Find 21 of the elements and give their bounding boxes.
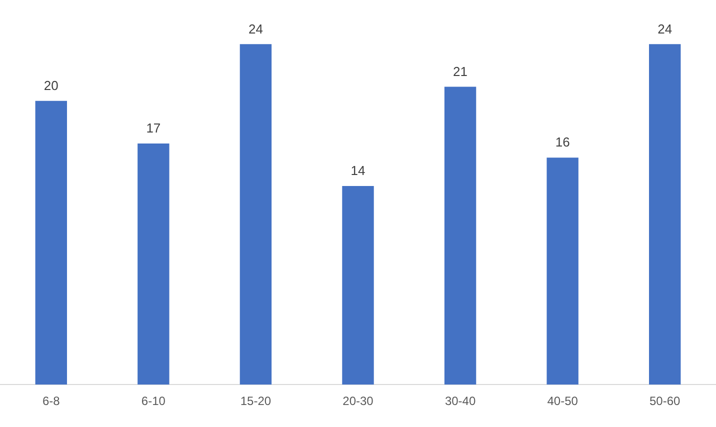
- bar: [342, 186, 374, 385]
- x-tick-label: 30-40: [444, 394, 476, 408]
- bar: [240, 44, 272, 385]
- bar: [138, 143, 170, 385]
- data-label: 16: [555, 134, 570, 150]
- x-tick-label: 50-60: [650, 394, 681, 408]
- data-label: 24: [248, 21, 263, 36]
- bar: [444, 86, 476, 385]
- x-tick-label: 15-20: [240, 394, 272, 408]
- x-tick-label: 20-30: [342, 394, 374, 408]
- x-tick-label: 6-8: [42, 394, 60, 408]
- data-label: 21: [453, 64, 468, 79]
- x-tick-label: 6-10: [141, 394, 166, 408]
- data-label: 14: [350, 163, 366, 178]
- data-label: 17: [146, 120, 161, 136]
- bar: [35, 100, 67, 385]
- data-label: 20: [44, 78, 58, 93]
- x-tick-label: 40-50: [547, 394, 578, 408]
- bar: [546, 158, 578, 385]
- data-label: 24: [658, 21, 672, 36]
- bar: [649, 44, 681, 385]
